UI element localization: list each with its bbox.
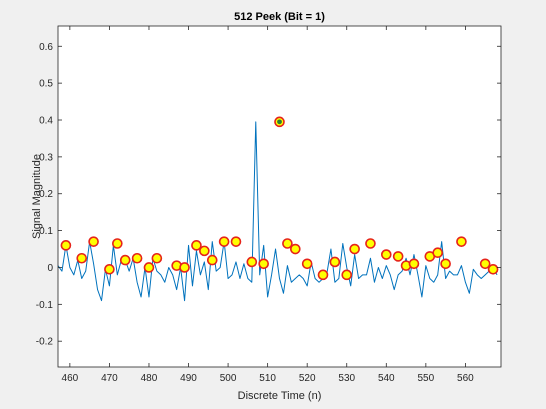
y-tick-label: 0.5 [39, 79, 53, 90]
plot-area [58, 26, 501, 367]
peak-marker [199, 245, 210, 257]
peak-marker [329, 256, 341, 268]
peak-marker [440, 258, 451, 270]
peak-marker [104, 264, 115, 275]
y-tick-label: 0 [47, 263, 53, 274]
y-axis-label: Signal Magnitude [31, 154, 43, 239]
peak-marker [392, 251, 404, 262]
x-tick-label: 550 [418, 373, 435, 384]
peak-marker [408, 258, 420, 270]
y-tick-label: 0.2 [39, 189, 53, 200]
x-tick-label: 460 [62, 373, 79, 384]
peak-marker [432, 247, 444, 259]
y-tick-label: -0.1 [36, 300, 54, 311]
peak-marker [301, 258, 313, 270]
peak-marker [317, 269, 329, 281]
max-peak-marker [277, 119, 282, 125]
peak-marker [131, 252, 143, 264]
peak-marker [365, 238, 376, 249]
x-tick-label: 510 [259, 373, 276, 384]
x-tick-label: 500 [220, 373, 237, 384]
peak-marker [119, 254, 131, 266]
signal-layer [57, 121, 498, 302]
x-tick-label: 530 [338, 373, 355, 384]
x-axis-label: Discrete Time (n) [238, 390, 322, 402]
peak-marker [341, 269, 353, 281]
peak-marker [487, 264, 499, 275]
peak-marker [151, 252, 163, 264]
peak-marker [380, 249, 392, 260]
chart-title: 512 Peek (Bit = 1) [234, 11, 325, 23]
peak-marker-layer [60, 116, 499, 281]
x-tick-label: 470 [101, 373, 118, 384]
y-tick-label: 0.6 [39, 42, 53, 53]
peak-marker [290, 243, 301, 255]
peak-marker [479, 258, 491, 270]
x-tick-label: 490 [180, 373, 197, 384]
peak-marker [191, 240, 202, 251]
peak-marker [179, 262, 190, 273]
x-tick-layer: 460 470 480 490 500 510 520 530 540 550 560 [62, 26, 474, 384]
peak-marker [218, 236, 230, 247]
peak-marker [230, 236, 242, 247]
peak-marker [282, 238, 293, 249]
peak-marker [143, 262, 155, 273]
axes-box [57, 25, 502, 368]
x-tick-label: 520 [299, 373, 316, 384]
peak-marker [112, 238, 123, 249]
peak-marker [76, 252, 88, 264]
y-tick-label: 0.1 [39, 226, 53, 237]
peak-marker [456, 236, 467, 247]
x-tick-label: 540 [378, 373, 395, 384]
peak-marker [258, 258, 269, 270]
peak-marker [88, 236, 99, 247]
y-tick-label: 0.4 [39, 116, 53, 127]
peak-marker [349, 243, 360, 255]
axes-frame [57, 25, 502, 368]
peak-marker [246, 256, 258, 268]
peak-marker [206, 254, 218, 266]
y-tick-layer: -0.2 -0.1 0 0.1 0.2 0.3 0.4 0.5 0.6 [36, 42, 501, 348]
signal-series-line [57, 121, 498, 302]
x-tick-label: 480 [141, 373, 158, 384]
x-tick-label: 560 [457, 373, 474, 384]
peak-marker [60, 240, 72, 251]
y-tick-label: -0.2 [36, 337, 54, 348]
y-tick-label: 0.3 [39, 152, 53, 163]
